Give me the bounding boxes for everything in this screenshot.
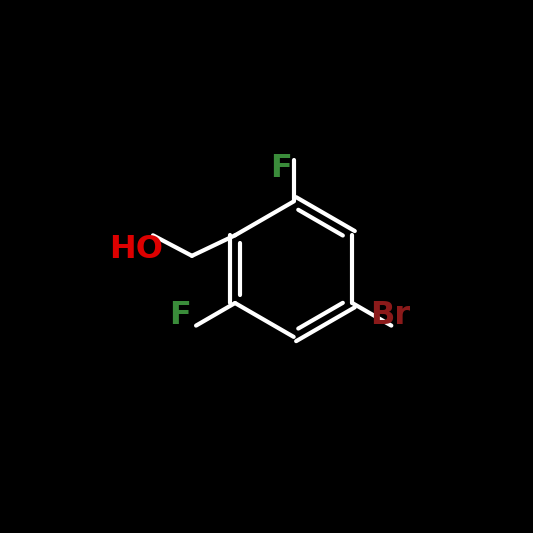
Text: Br: Br [370, 300, 410, 330]
Text: HO: HO [109, 234, 163, 265]
Text: F: F [168, 300, 190, 330]
Text: F: F [270, 153, 292, 184]
